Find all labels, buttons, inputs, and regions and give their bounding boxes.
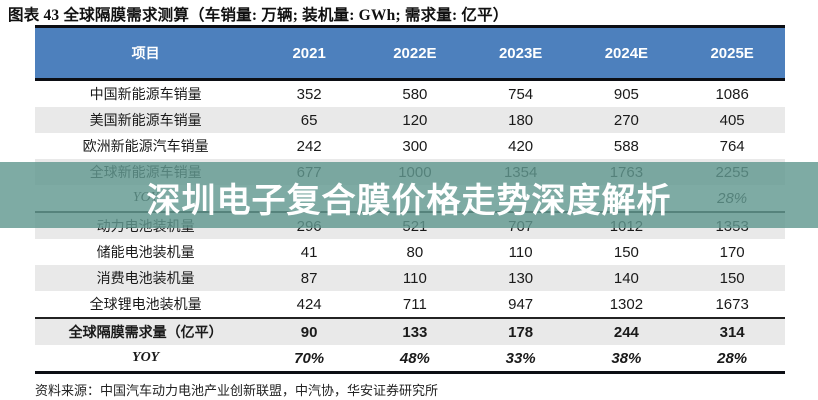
table-cell: 405 <box>719 111 745 129</box>
watermark-banner: 深圳电子复合膜价格走势深度解析 <box>0 162 818 228</box>
table-cell: 1302 <box>609 295 644 313</box>
table-cell: 244 <box>613 323 639 341</box>
table-cell: 270 <box>613 111 639 129</box>
table-cell: 33% <box>505 349 536 367</box>
figure-title: 图表 43 全球隔膜需求测算（车销量: 万辆; 装机量: GWh; 需求量: 亿… <box>8 7 509 24</box>
demand-table: 项目 2021 2022E 2023E 2024E 2025E 中国新能源车销量… <box>35 25 785 374</box>
table-cell: 90 <box>300 323 318 341</box>
row-label: YOY <box>132 350 160 365</box>
table-cell: 180 <box>508 111 534 129</box>
table-cell: 150 <box>719 269 745 287</box>
table-cell: 130 <box>508 269 534 287</box>
row-values: 352 580 754 905 1086 <box>256 86 785 103</box>
row-label: 消费电池装机量 <box>96 272 195 287</box>
header-cell-2025e: 2025E <box>710 44 754 62</box>
row-values: 242 300 420 588 764 <box>256 138 785 155</box>
row-label: 全球隔膜需求量（亿平） <box>68 326 223 341</box>
table-cell: 120 <box>402 111 428 129</box>
table-cell: 178 <box>508 323 534 341</box>
table-cell: 140 <box>613 269 639 287</box>
table-cell: 711 <box>402 295 427 313</box>
table-cell: 70% <box>294 349 325 367</box>
table-cell: 754 <box>508 85 534 103</box>
table-row: YOY 70% 48% 33% 38% 28% <box>35 345 785 371</box>
row-label: 美国新能源车销量 <box>89 114 202 129</box>
row-values: 65 120 180 270 405 <box>256 112 785 129</box>
table-cell: 420 <box>508 137 534 155</box>
table-row: 全球隔膜需求量（亿平） 90 133 178 244 314 <box>35 317 785 345</box>
table-row: 中国新能源车销量 352 580 754 905 1086 <box>35 81 785 107</box>
table-cell: 110 <box>508 243 533 261</box>
header-cell-2022e: 2022E <box>393 44 437 62</box>
table-cell: 764 <box>719 137 745 155</box>
table-cell: 48% <box>399 349 430 367</box>
table-cell: 300 <box>402 137 428 155</box>
header-year-cells: 2021 2022E 2023E 2024E 2025E <box>256 45 785 62</box>
table-cell: 80 <box>406 243 424 261</box>
table-cell: 28% <box>717 349 748 367</box>
table-cell: 314 <box>719 323 745 341</box>
table-cell: 588 <box>613 137 639 155</box>
table-row: 欧洲新能源汽车销量 242 300 420 588 764 <box>35 133 785 159</box>
table-cell: 41 <box>300 243 318 261</box>
table-row: 全球锂电池装机量 424 711 947 1302 1673 <box>35 291 785 317</box>
table-cell: 580 <box>402 85 428 103</box>
table-cell: 242 <box>296 137 322 155</box>
table-cell: 133 <box>402 323 428 341</box>
table-cell: 65 <box>300 111 318 129</box>
row-values: 70% 48% 33% 38% 28% <box>256 350 785 367</box>
table-cell: 947 <box>508 295 534 313</box>
table-cell: 150 <box>613 243 639 261</box>
table-cell: 352 <box>296 85 322 103</box>
table-cell: 170 <box>719 243 745 261</box>
source-note: 资料来源：中国汽车动力电池产业创新联盟，中汽协，华安证券研究所 <box>35 383 439 398</box>
watermark-text: 深圳电子复合膜价格走势深度解析 <box>146 181 672 220</box>
header-cell-item: 项目 <box>131 47 160 62</box>
row-label: 欧洲新能源汽车销量 <box>82 140 209 155</box>
row-values: 41 80 110 150 170 <box>256 244 785 261</box>
table-row: 储能电池装机量 41 80 110 150 170 <box>35 239 785 265</box>
header-cell-2024e: 2024E <box>604 44 649 62</box>
table-cell: 87 <box>300 269 318 287</box>
table-cell: 38% <box>611 349 642 367</box>
table-cell: 424 <box>296 295 322 313</box>
table-body: 中国新能源车销量 352 580 754 905 1086 美国新能源车销量 65 120… <box>35 81 785 371</box>
row-values: 87 110 130 140 150 <box>256 270 785 287</box>
row-values: 424 711 947 1302 1673 <box>256 296 785 313</box>
table-cell: 1673 <box>715 295 749 313</box>
table-cell: 905 <box>613 85 639 103</box>
table-row: 美国新能源车销量 65 120 180 270 405 <box>35 107 785 133</box>
row-label: 储能电池装机量 <box>96 246 195 261</box>
table-cell: 1086 <box>715 85 749 103</box>
row-label: 中国新能源车销量 <box>89 88 202 103</box>
row-label: 全球锂电池装机量 <box>89 298 202 313</box>
table-row: 消费电池装机量 87 110 130 140 150 <box>35 265 785 291</box>
header-cell-2023e: 2023E <box>498 44 543 62</box>
header-cell-2021: 2021 <box>292 44 326 62</box>
table-cell: 110 <box>402 269 427 287</box>
row-values: 90 133 178 244 314 <box>256 324 785 341</box>
table-header-row: 项目 2021 2022E 2023E 2024E 2025E <box>35 28 785 81</box>
